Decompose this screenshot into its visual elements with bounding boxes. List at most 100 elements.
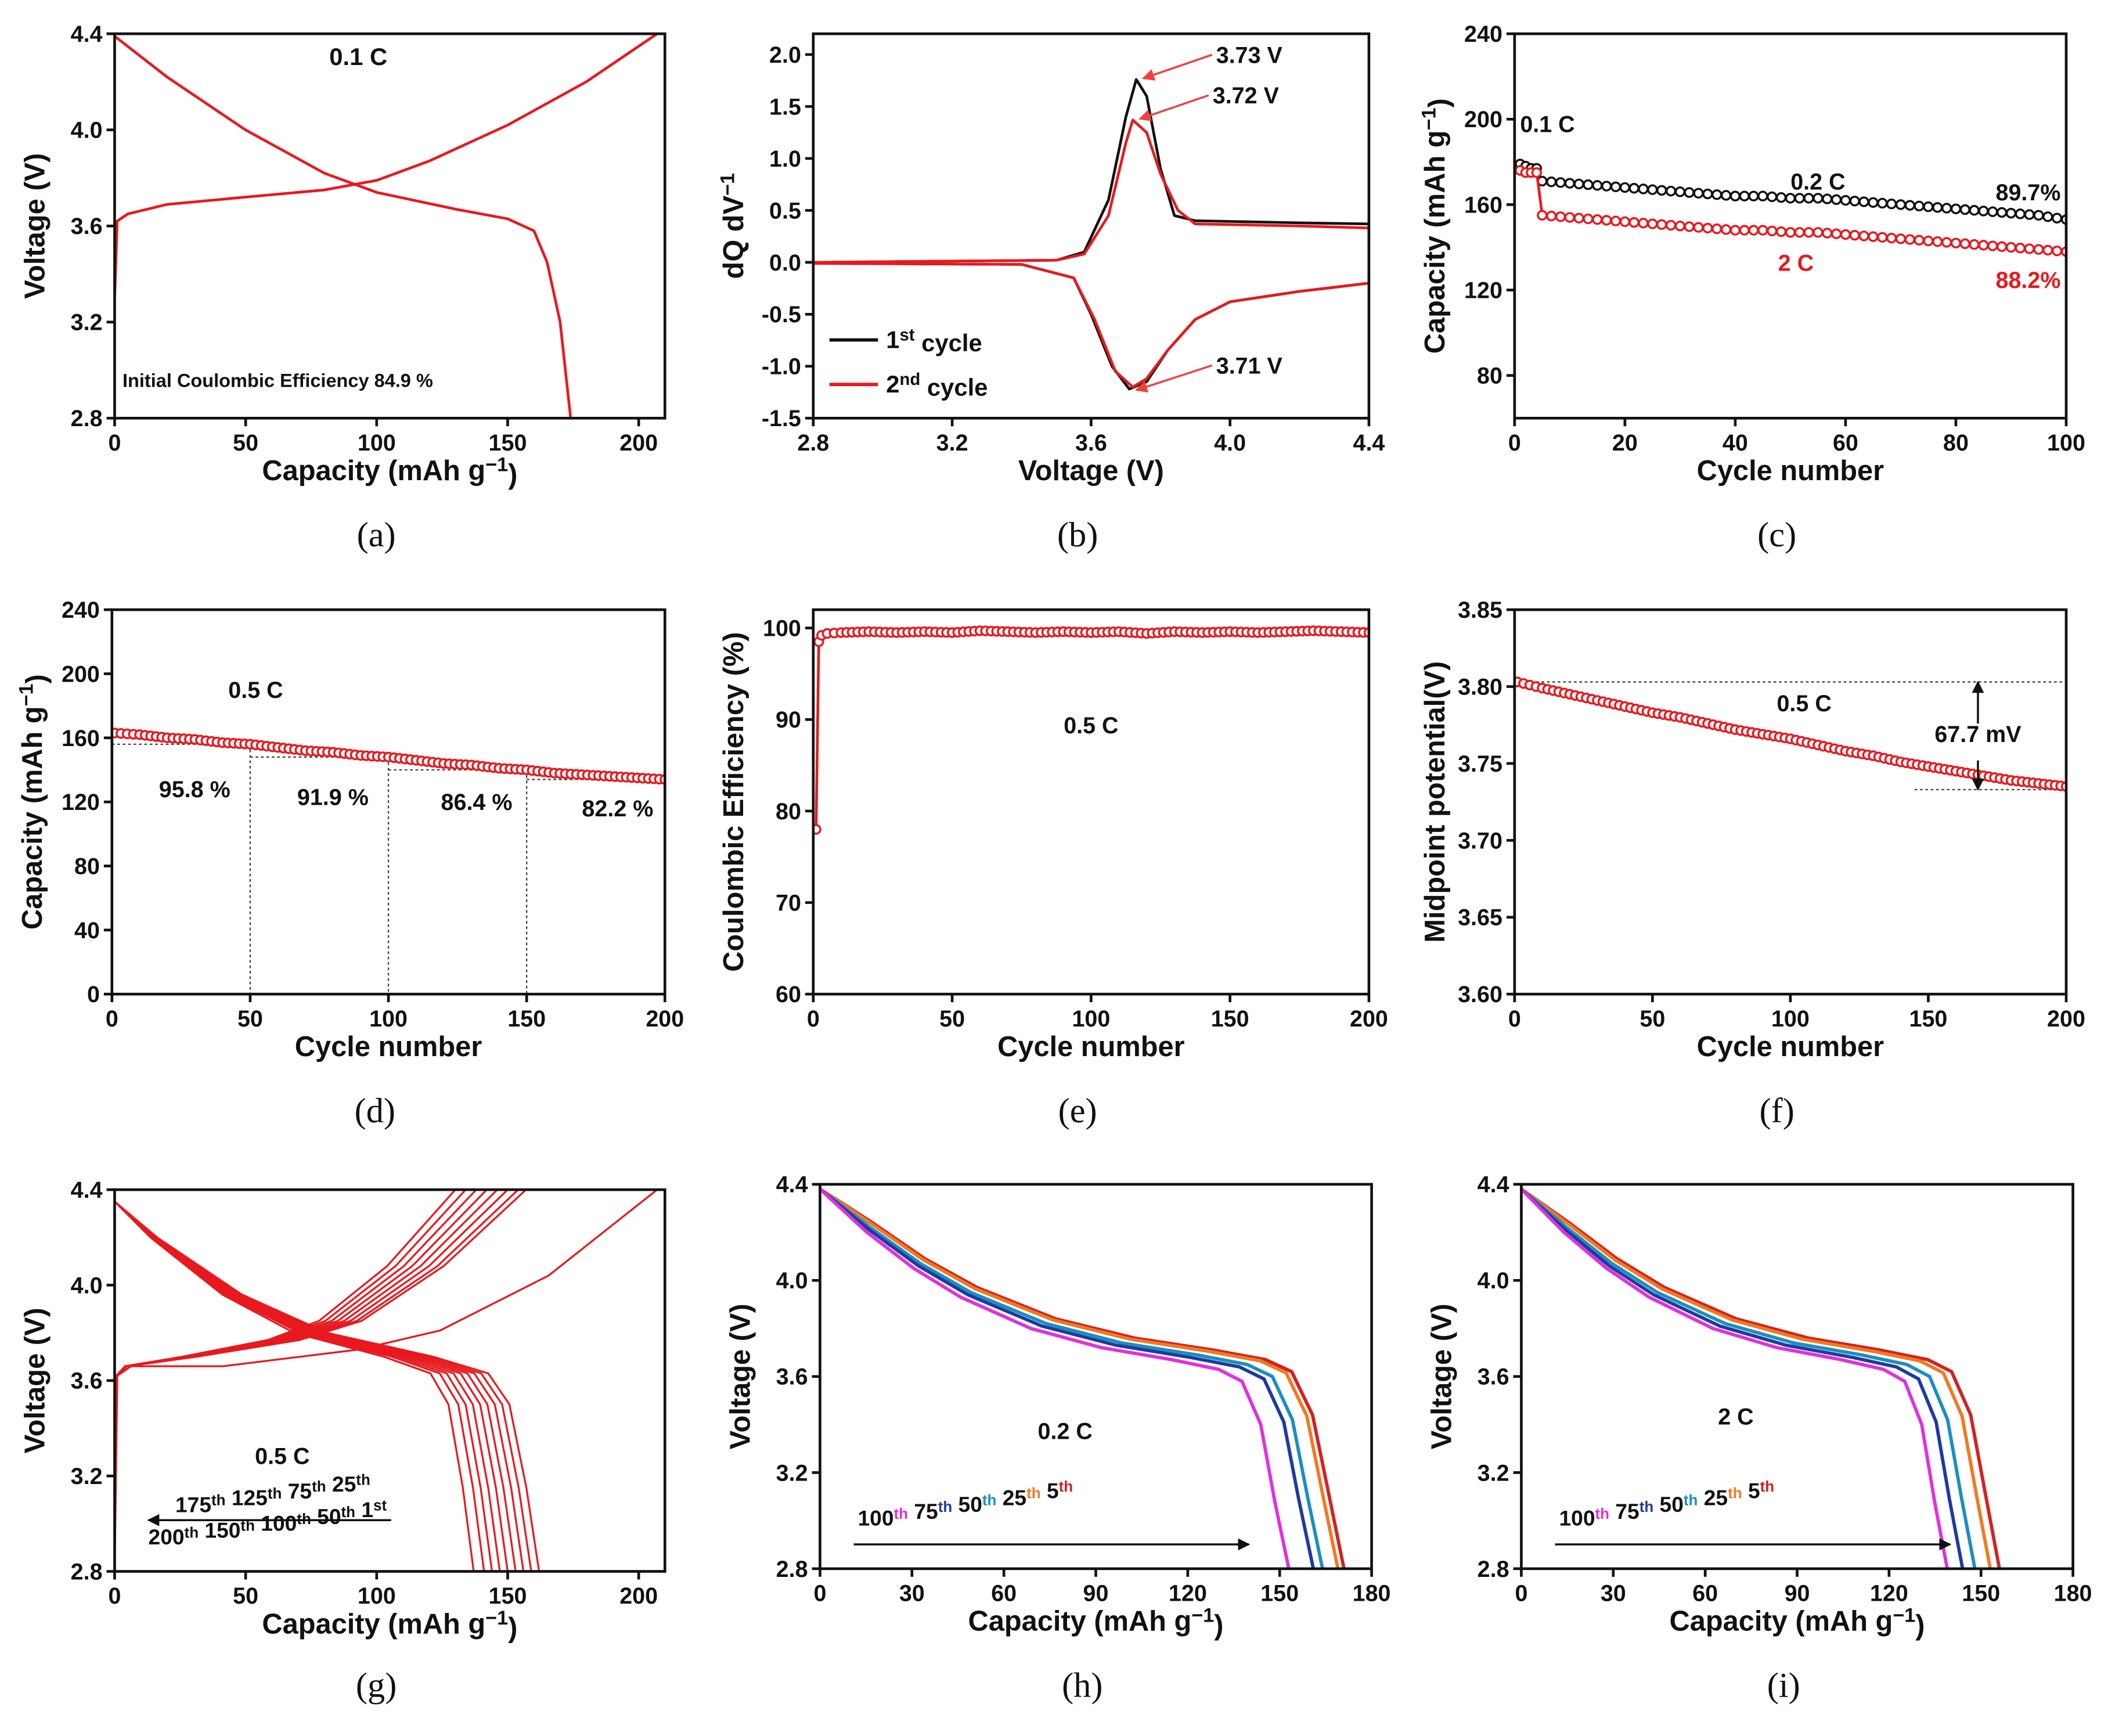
series-0.2-C-point: [1996, 207, 2008, 218]
panel-f: 0 50 100 150 200 3.60 3.65 3.70 3.75 3.80 3.85 Cycl…: [1419, 597, 2085, 1130]
series-0.2-C-point: [1803, 193, 1814, 204]
annotation-label: 0.1 C: [329, 43, 387, 70]
series-2-C-point: [1830, 228, 1842, 239]
series-0.5-C-point: [813, 824, 821, 835]
y-tick-label: 2.8: [776, 1557, 808, 1582]
series-0.2-C-point: [1904, 200, 1915, 211]
series-100th-discharge-curve: [820, 1187, 1291, 1569]
x-tick-label: 200: [619, 430, 658, 456]
series-2-C-point: [1904, 234, 1915, 245]
y-tick-label: 0: [87, 982, 100, 1007]
x-tick-label: 150: [1962, 1581, 2000, 1607]
x-tick-label: 200: [646, 1006, 684, 1032]
x-tick-label: 100: [358, 430, 396, 456]
y-tick-label: 4.0: [776, 1268, 808, 1294]
x-tick-label: 120: [1169, 1581, 1207, 1607]
y-tick-label: 80: [776, 799, 801, 824]
series-0.2-C-point: [2033, 210, 2044, 221]
x-tick-label: 50: [233, 1583, 258, 1609]
series-0.2-C-point: [1656, 185, 1667, 196]
y-tick-label: 3.6: [776, 1364, 808, 1390]
series-discharge: [114, 35, 572, 419]
x-tick-label: 0: [108, 430, 121, 456]
series-0.2-C-point: [1665, 185, 1677, 197]
series-2-C-point: [1610, 215, 1621, 226]
y-tick-label: 80: [74, 853, 100, 879]
x-tick-label: 50: [1639, 1006, 1665, 1032]
y-tick-label: 3.75: [1458, 751, 1502, 777]
y-tick-label: 4.4: [71, 21, 103, 47]
y-tick-label: 70: [776, 891, 801, 916]
series-2-C-point: [1987, 240, 1998, 251]
panel-c: 0 20 40 60 80 100 80 120 160 200 240 Cycle number Ca…: [1418, 21, 2085, 554]
series-0.2-C-point: [1812, 193, 1824, 204]
series-2-C-point: [1923, 235, 1934, 247]
series-0.2-C-point: [1693, 188, 1704, 199]
series-2-C-point: [1914, 235, 1925, 246]
series-2-C-point: [2042, 244, 2053, 256]
annotation-label: 0.5 C: [1064, 713, 1118, 739]
y-tick-label: 3.6: [71, 1368, 103, 1394]
series-2-C-point: [1932, 236, 1943, 247]
series-2-C-point: [1941, 237, 1952, 248]
series-2-C-point: [1886, 232, 1897, 244]
x-axis-label: Cycle number: [1697, 1031, 1884, 1063]
y-tick-label: 80: [1477, 363, 1502, 389]
series-2-C-point: [1647, 218, 1658, 229]
series-0.2-C-point: [1914, 200, 1925, 212]
y-axis-label: Voltage (V): [1426, 1303, 1458, 1449]
x-tick-label: 200: [1350, 1006, 1388, 1032]
series-2-C-point: [1628, 217, 1639, 228]
series-2-C-point: [1812, 227, 1824, 238]
x-tick-label: 0: [1515, 1581, 1527, 1607]
plot-area: [820, 1187, 1346, 1569]
y-axis-label: dQ dV−1: [717, 173, 749, 279]
legend-bottom-labels: 200th 150th 100th 50th 1st: [149, 1496, 387, 1549]
series-100th-discharge-curve: [1521, 1188, 1949, 1569]
x-tick-label: 0: [108, 1583, 121, 1609]
y-tick-label: 3.60: [1458, 982, 1502, 1007]
y-tick-label: 100: [763, 616, 801, 642]
y-axis-label: Voltage (V): [725, 1303, 756, 1449]
series-0.2-C-point: [1822, 193, 1833, 204]
series-0.2-C-point: [1638, 183, 1649, 195]
x-tick-label: 150: [1211, 1006, 1249, 1032]
x-tick-label: 180: [1353, 1581, 1391, 1607]
series-0.2-C-point: [1573, 178, 1584, 190]
y-tick-label: 3.6: [1478, 1364, 1509, 1390]
annotation-label: 67.7 mV: [1934, 722, 2021, 747]
series-0.2-C-point: [1583, 179, 1594, 190]
y-axis-label: Voltage (V): [20, 1308, 51, 1453]
annotation-arrow: [1142, 53, 1213, 81]
legend-top-labels: 175th 125th 75th 25th: [175, 1471, 370, 1517]
x-tick-label: 0: [1508, 1006, 1521, 1032]
series-0.2-C-point: [1619, 182, 1631, 193]
y-tick-label: 200: [62, 661, 100, 687]
plot-area: [111, 727, 665, 995]
panel-label: (i): [1767, 1666, 1800, 1705]
series-2-C-point: [1592, 214, 1603, 225]
series-2-C-point: [1684, 221, 1695, 232]
series-2-C-point: [1757, 225, 1768, 236]
y-tick-label: 1.0: [769, 146, 801, 172]
series-0.2-C-point: [1886, 199, 1897, 210]
series-0.2-C-point: [1923, 201, 1934, 213]
y-tick-label: 3.70: [1458, 828, 1502, 853]
panel-label: (f): [1760, 1092, 1794, 1130]
panel-label: (a): [357, 516, 396, 554]
series-2-C-point: [2015, 243, 2026, 254]
series-0.2-C-point: [1868, 197, 1879, 208]
x-tick-label: 60: [1692, 1581, 1718, 1607]
y-tick-label: 3.2: [1478, 1460, 1509, 1486]
x-tick-label: 100: [369, 1006, 408, 1032]
panel-b: 2.8 3.2 3.6 4.0 4.4 -1.5 -1.0 -0.5 0.0 0.5 1.0 1.5 2…: [717, 32, 1385, 554]
x-tick-label: 4.0: [1214, 430, 1246, 456]
series-2-C-point: [1555, 211, 1566, 222]
series-2-C-point: [1822, 228, 1833, 239]
series-0.2-C-point: [1729, 190, 1741, 201]
y-tick-label: 2.8: [71, 1559, 103, 1584]
series-0.2-C-point: [1628, 183, 1639, 194]
y-tick-label: 3.85: [1458, 597, 1502, 623]
y-tick-label: -1.5: [762, 406, 801, 431]
